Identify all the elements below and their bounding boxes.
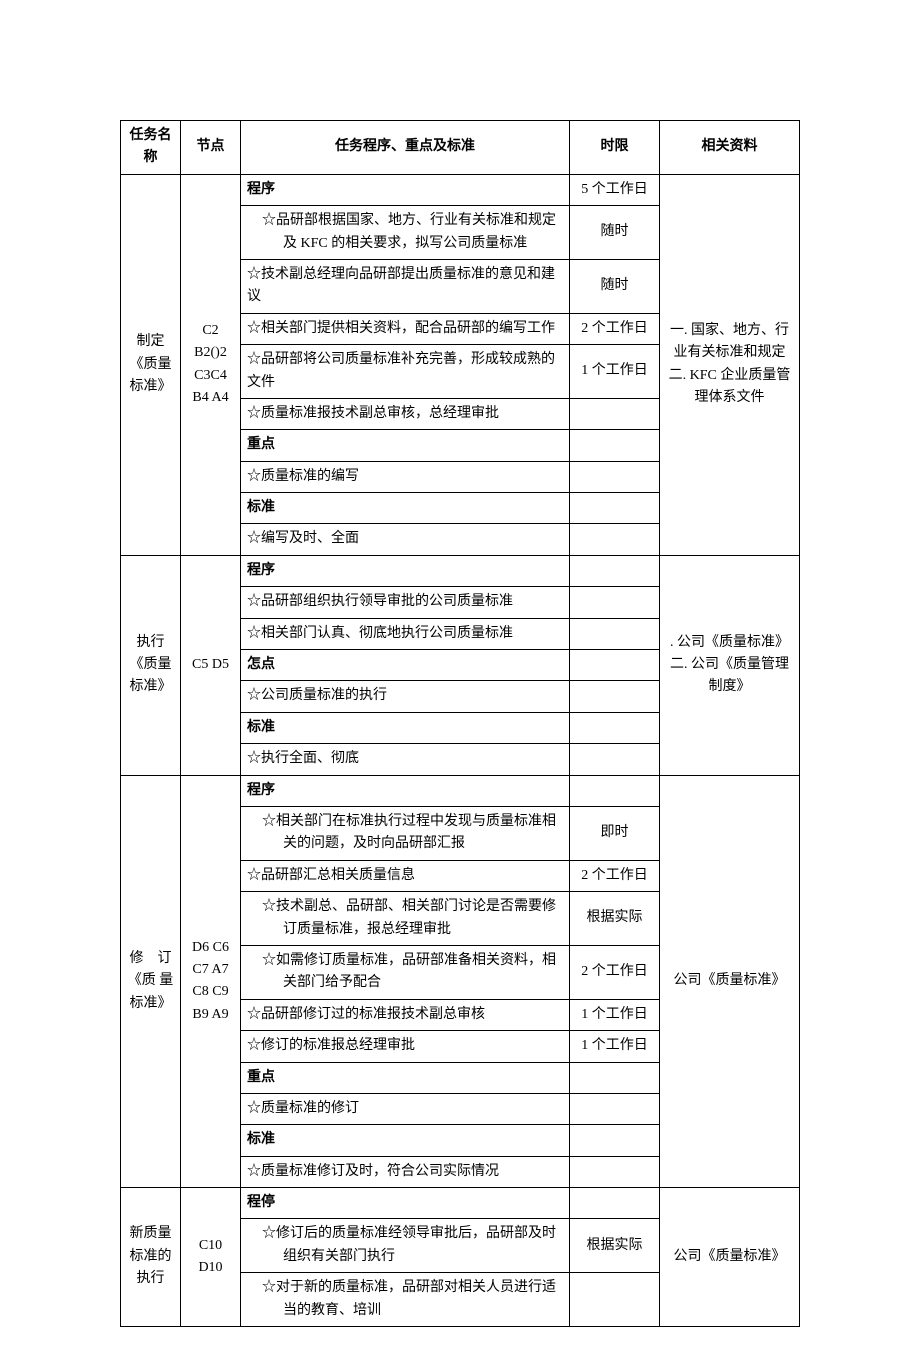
procedure-cell: ☆质量标准修订及时，符合公司实际情况 [241, 1156, 570, 1187]
procedure-cell: 重点 [241, 430, 570, 461]
time-cell: 根据实际 [570, 892, 660, 946]
procedure-cell: 程停 [241, 1188, 570, 1219]
header-task: 任务名称 [121, 121, 181, 175]
time-cell [570, 1188, 660, 1219]
node-cell: D6 C6 C7 A7 C8 C9 B9 A9 [181, 775, 241, 1187]
node-cell: C10 D10 [181, 1188, 241, 1327]
procedure-cell: ☆品研部根据国家、地方、行业有关标准和规定及 KFC 的相关要求，拟写公司质量标… [241, 206, 570, 260]
time-cell [570, 1273, 660, 1327]
procedure-cell: 标准 [241, 493, 570, 524]
procedure-cell: 程序 [241, 555, 570, 586]
time-cell [570, 398, 660, 429]
header-time: 时限 [570, 121, 660, 175]
time-cell [570, 744, 660, 775]
header-proc: 任务程序、重点及标准 [241, 121, 570, 175]
procedure-cell: 怎点 [241, 650, 570, 681]
procedure-cell: ☆修订的标准报总经理审批 [241, 1031, 570, 1062]
reference-cell: 公司《质量标准》 [660, 775, 800, 1187]
task-name-cell: 执行《质量标准》 [121, 555, 181, 775]
procedure-cell: ☆修订后的质量标准经领导审批后，品研部及时组织有关部门执行 [241, 1219, 570, 1273]
procedure-cell: ☆品研部组织执行领导审批的公司质量标准 [241, 587, 570, 618]
header-row: 任务名称 节点 任务程序、重点及标准 时限 相关资料 [121, 121, 800, 175]
procedure-cell: ☆品研部修订过的标准报技术副总审核 [241, 999, 570, 1030]
procedure-cell: ☆如需修订质量标准，品研部准备相关资料，相关部门给予配合 [241, 945, 570, 999]
procedure-cell: ☆相关部门认真、彻底地执行公司质量标准 [241, 618, 570, 649]
reference-cell: 公司《质量标准》 [660, 1188, 800, 1327]
time-cell: 即时 [570, 806, 660, 860]
time-cell: 2 个工作日 [570, 945, 660, 999]
time-cell [570, 681, 660, 712]
procedure-cell: ☆质量标准的修订 [241, 1093, 570, 1124]
procedure-cell: 重点 [241, 1062, 570, 1093]
reference-cell: . 公司《质量标准》 二. 公司《质量管理制度》 [660, 555, 800, 775]
procedure-cell: 程序 [241, 775, 570, 806]
procedure-cell: ☆相关部门在标准执行过程中发现与质量标准相关的问题，及时向品研部汇报 [241, 806, 570, 860]
time-cell: 根据实际 [570, 1219, 660, 1273]
time-cell [570, 493, 660, 524]
procedure-cell: ☆编写及时、全面 [241, 524, 570, 555]
time-cell [570, 524, 660, 555]
time-cell [570, 1062, 660, 1093]
procedure-cell: ☆执行全面、彻底 [241, 744, 570, 775]
time-cell: 2 个工作日 [570, 313, 660, 344]
time-cell [570, 555, 660, 586]
time-cell [570, 618, 660, 649]
table-row: 修 订《质 量标准》D6 C6 C7 A7 C8 C9 B9 A9程序公司《质量… [121, 775, 800, 806]
reference-cell: 一. 国家、地方、行业有关标准和规定 二. KFC 企业质量管理体系文件 [660, 174, 800, 555]
procedure-cell: ☆质量标准的编写 [241, 461, 570, 492]
time-cell [570, 1093, 660, 1124]
table-row: 执行《质量标准》C5 D5程序. 公司《质量标准》 二. 公司《质量管理制度》 [121, 555, 800, 586]
time-cell: 1 个工作日 [570, 1031, 660, 1062]
procedure-cell: ☆相关部门提供相关资料，配合品研部的编写工作 [241, 313, 570, 344]
time-cell [570, 1125, 660, 1156]
time-cell: 1 个工作日 [570, 345, 660, 399]
table-row: 制定《质量标准》C2 B2()2 C3C4 B4 A4程序5 个工作日一. 国家… [121, 174, 800, 205]
time-cell [570, 1156, 660, 1187]
time-cell: 1 个工作日 [570, 999, 660, 1030]
procedure-cell: ☆品研部将公司质量标准补充完善，形成较成熟的文件 [241, 345, 570, 399]
table-row: 新质量标准的执行C10 D10程停公司《质量标准》 [121, 1188, 800, 1219]
header-node: 节点 [181, 121, 241, 175]
procedure-cell: 标准 [241, 712, 570, 743]
time-cell [570, 712, 660, 743]
time-cell [570, 650, 660, 681]
time-cell: 随时 [570, 206, 660, 260]
task-name-cell: 制定《质量标准》 [121, 174, 181, 555]
time-cell [570, 461, 660, 492]
procedure-cell: ☆公司质量标准的执行 [241, 681, 570, 712]
time-cell [570, 587, 660, 618]
procedure-cell: ☆质量标准报技术副总审核，总经理审批 [241, 398, 570, 429]
time-cell: 2 个工作日 [570, 860, 660, 891]
task-name-cell: 新质量标准的执行 [121, 1188, 181, 1327]
standards-table: 任务名称 节点 任务程序、重点及标准 时限 相关资料 制定《质量标准》C2 B2… [120, 120, 800, 1327]
procedure-cell: ☆技术副总、品研部、相关部门讨论是否需要修订质量标准，报总经理审批 [241, 892, 570, 946]
time-cell: 5 个工作日 [570, 174, 660, 205]
node-cell: C5 D5 [181, 555, 241, 775]
time-cell: 随时 [570, 259, 660, 313]
procedure-cell: 标准 [241, 1125, 570, 1156]
node-cell: C2 B2()2 C3C4 B4 A4 [181, 174, 241, 555]
header-ref: 相关资料 [660, 121, 800, 175]
time-cell [570, 430, 660, 461]
procedure-cell: ☆对于新的质量标准，品研部对相关人员进行适当的教育、培训 [241, 1273, 570, 1327]
procedure-cell: ☆品研部汇总相关质量信息 [241, 860, 570, 891]
time-cell [570, 775, 660, 806]
procedure-cell: ☆技术副总经理向品研部提出质量标准的意见和建议 [241, 259, 570, 313]
task-name-cell: 修 订《质 量标准》 [121, 775, 181, 1187]
procedure-cell: 程序 [241, 174, 570, 205]
